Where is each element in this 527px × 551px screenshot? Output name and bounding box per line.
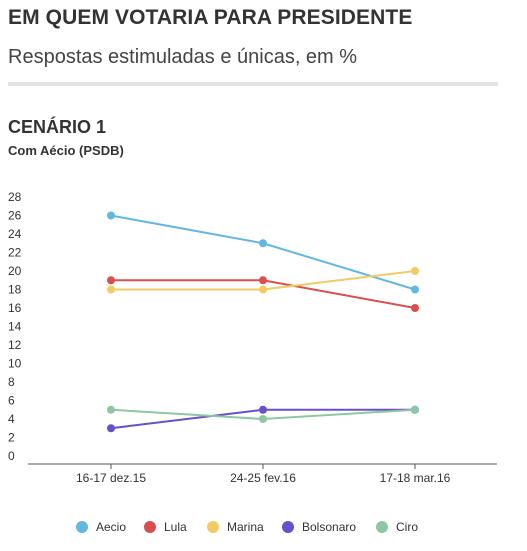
y-tick-label: 26 [8,209,22,223]
legend-marker-marina [207,521,219,533]
data-point-marina [259,285,267,294]
data-point-bolsonaro [107,424,115,433]
data-point-marina [107,285,115,294]
scenario-subtitle: Com Aécio (PSDB) [8,143,124,158]
series-line-lula [111,279,416,309]
y-tick-label: 18 [8,283,22,297]
data-point-lula [411,304,419,312]
data-point-marina [411,267,419,275]
data-point-ciro [107,405,115,414]
y-tick-label: 12 [8,338,22,352]
legend-marker-aecio [76,521,88,533]
data-point-lula [259,276,267,285]
x-tick-label: 24-25 fev.16 [230,471,296,485]
y-tick-label: 22 [8,246,22,260]
y-tick-label: 14 [8,320,22,334]
legend-label-ciro: Ciro [396,520,418,534]
y-tick-label: 16 [8,301,22,315]
legend-label-bolsonaro: Bolsonaro [302,520,356,534]
chart-title: EM QUEM VOTARIA PARA PRESIDENTE [8,6,413,29]
legend-marker-lula [144,521,156,533]
y-tick-label: 4 [8,412,15,426]
y-tick-label: 6 [8,394,15,408]
chart-subtitle: Respostas estimuladas e únicas, em % [8,46,358,68]
scenario-title: CENÁRIO 1 [8,117,107,137]
data-point-lula [107,276,115,285]
data-point-aecio [107,211,115,220]
legend-label-lula: Lula [164,520,187,534]
y-tick-label: 20 [8,264,22,278]
legend-label-marina: Marina [227,520,264,534]
y-tick-label: 10 [8,357,22,371]
data-point-bolsonaro [259,405,267,414]
legend-marker-bolsonaro [282,521,294,533]
y-tick-label: 24 [8,227,22,241]
legend-label-aecio: Aecio [96,520,126,534]
data-point-aecio [259,239,267,248]
y-tick-label: 0 [8,449,15,463]
data-point-ciro [411,405,419,414]
x-tick-label: 17-18 mar.16 [380,471,451,485]
x-tick-label: 16-17 dez.15 [76,471,146,485]
y-tick-label: 28 [8,190,22,204]
data-point-aecio [411,285,419,294]
legend-marker-ciro [376,521,388,533]
y-tick-label: 2 [8,431,15,445]
y-tick-label: 8 [8,375,15,389]
header-divider [8,82,498,86]
data-point-ciro [259,415,267,423]
